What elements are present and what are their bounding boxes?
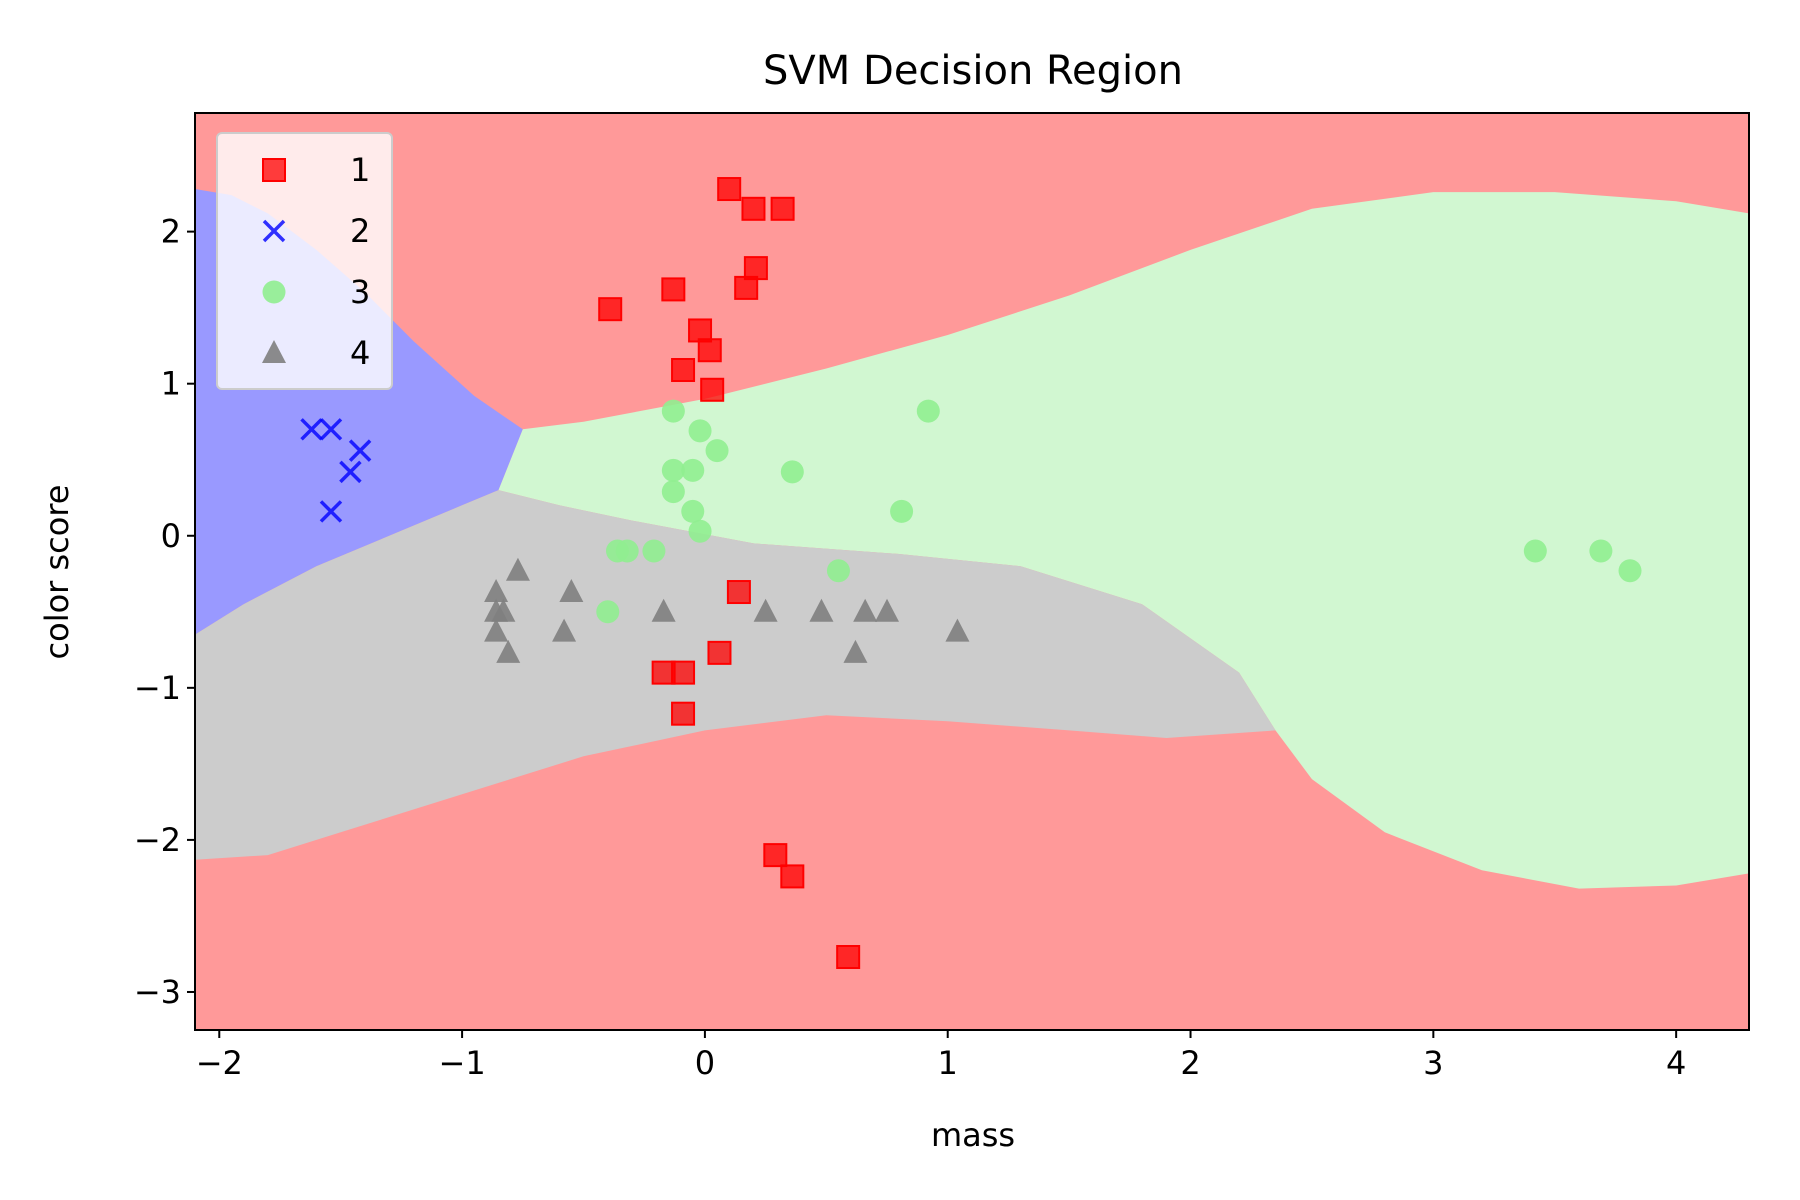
point-class-3 [1618,559,1642,583]
point-class-1 [707,640,732,665]
point-class-1 [726,580,751,605]
point-class-2 [319,500,343,523]
x-tick-label: 2 [1180,1044,1200,1082]
legend-marker-4 [262,340,286,363]
y-tick-label: −2 [134,821,181,859]
point-class-3 [1523,539,1547,563]
point-class-3 [661,480,685,504]
point-class-3 [661,399,685,423]
point-class-3 [615,539,639,563]
point-class-4 [651,598,676,622]
y-tick-label: −3 [134,973,181,1011]
x-axis-label: mass [931,1116,1015,1154]
point-class-2 [339,460,362,484]
axis-ticks: −2 −1 0 1 2 3 4 −3 −2 −1 0 1 2 [134,213,1687,1082]
point-class-1 [743,256,768,281]
y-tick-label: 0 [161,517,181,555]
point-class-1 [770,196,795,221]
point-class-4 [875,598,900,622]
y-tick-label: −1 [134,669,181,707]
legend: 1 2 3 4 [216,132,393,390]
x-tick-label: −2 [196,1044,243,1082]
point-class-1 [780,864,805,889]
point-class-4 [484,579,509,603]
point-class-3 [688,519,712,543]
point-class-4 [505,557,530,581]
point-class-1 [717,177,742,202]
point-class-1 [598,297,623,322]
point-class-4 [853,598,878,622]
legend-marker-2 [262,219,286,243]
point-class-4 [753,598,778,622]
point-class-3 [916,399,940,423]
point-class-1 [671,701,696,726]
point-class-1 [688,318,713,343]
legend-label: 4 [350,334,370,372]
point-class-4 [809,598,834,622]
point-class-3 [890,499,914,523]
legend-marker-1 [262,158,286,182]
legend-label: 2 [350,212,370,250]
point-class-1 [697,338,722,363]
point-class-4 [559,579,584,603]
y-axis-label: color score [38,485,76,660]
point-class-3 [642,539,666,563]
point-class-3 [705,439,729,463]
region-class-4 [195,490,1276,860]
point-class-2 [348,439,372,462]
point-class-1 [763,843,788,868]
x-tick-label: 4 [1666,1044,1686,1082]
point-class-3 [826,559,850,583]
point-class-3 [681,499,705,523]
point-class-1 [836,945,861,970]
point-class-4 [491,598,516,622]
decision-regions [195,113,1749,1030]
point-class-4 [484,618,509,642]
point-class-3 [681,458,705,482]
point-class-4 [843,639,868,663]
point-class-3 [661,458,685,482]
x-tick-label: 3 [1423,1044,1443,1082]
y-tick-label: 2 [161,213,181,251]
legend-box [216,132,393,390]
point-class-3 [1589,539,1613,563]
legend-marker-3 [262,280,286,304]
data-points [300,177,1642,970]
point-class-4 [945,618,970,642]
point-class-1 [700,377,725,402]
x-tick-label: 0 [695,1044,715,1082]
point-class-1 [741,196,766,221]
point-class-3 [688,419,712,443]
point-class-3 [780,460,804,484]
y-tick-label: 1 [161,365,181,403]
x-tick-label: −1 [439,1044,486,1082]
plot-frame [194,112,1750,1031]
point-class-1 [671,358,696,383]
chart-title: SVM Decision Region [763,48,1183,94]
point-class-2 [319,418,343,441]
point-class-1 [671,660,696,685]
region-class-3 [498,192,1749,889]
point-class-2 [300,418,323,441]
point-class-4 [496,639,521,663]
legend-label: 3 [350,273,370,311]
point-class-1 [661,277,686,302]
point-class-3 [596,600,620,624]
legend-label: 1 [350,151,370,189]
point-class-4 [552,618,577,642]
x-tick-label: 1 [938,1044,958,1082]
point-class-1 [734,275,759,300]
